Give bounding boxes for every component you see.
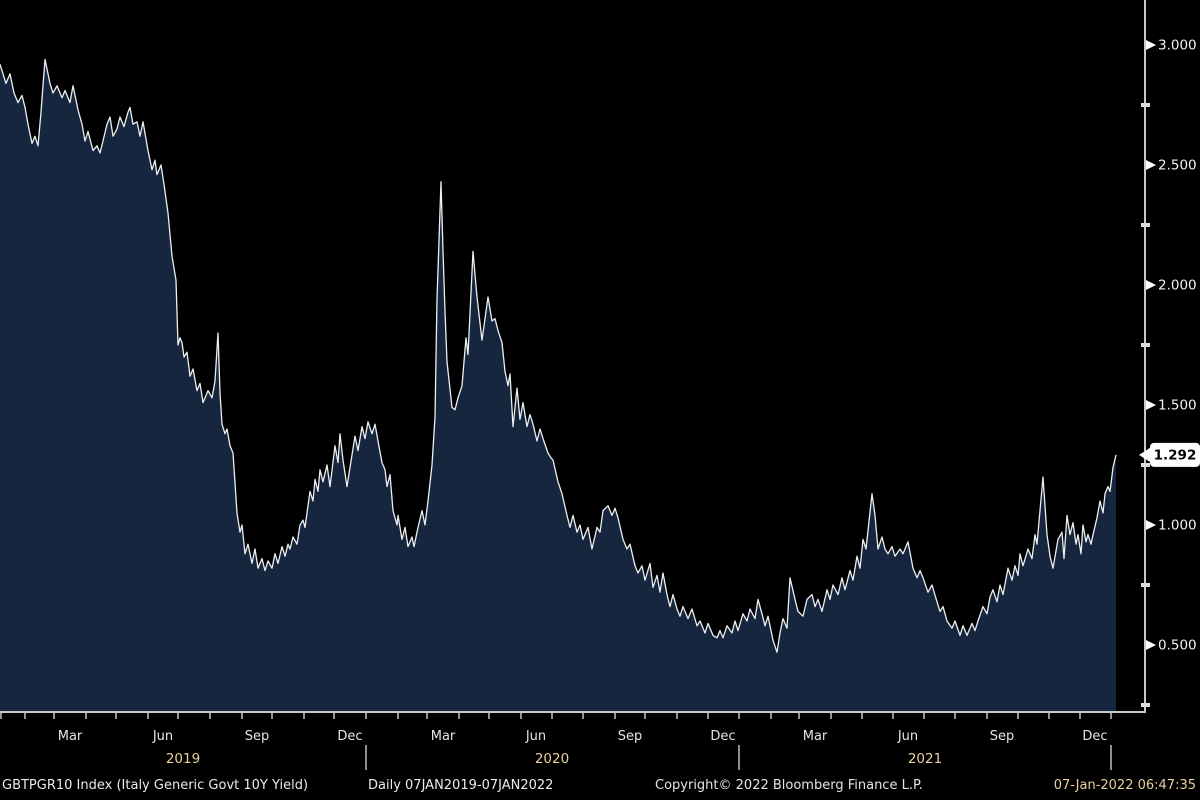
- y-tick-arrow-icon: [1146, 40, 1156, 50]
- y-tick-label: 1.000: [1158, 518, 1197, 534]
- y-tick-arrow-icon: [1146, 400, 1156, 410]
- x-year-label: 2020: [535, 751, 569, 767]
- y-tick-arrow-icon: [1146, 520, 1156, 530]
- status-bar: GBTPGR10 Index (Italy Generic Govt 10Y Y…: [0, 778, 1200, 798]
- y-tick-label: 1.500: [1158, 398, 1197, 414]
- last-price-badge-tip: [1139, 445, 1153, 464]
- y-minor-tick: [1141, 463, 1150, 467]
- x-month-label: Sep: [245, 729, 270, 744]
- y-minor-tick: [1141, 103, 1150, 107]
- x-month-label: Sep: [618, 729, 643, 744]
- periodicity-range-label: Daily 07JAN2019-07JAN2022: [368, 778, 554, 793]
- x-year-label: 2021: [908, 751, 942, 767]
- timestamp-label: 07-Jan-2022 06:47:35: [1053, 778, 1196, 793]
- copyright-label: Copyright© 2022 Bloomberg Finance L.P.: [655, 778, 923, 793]
- yield-line: [0, 58, 1117, 653]
- x-month-label: Dec: [1082, 729, 1107, 744]
- y-minor-tick: [1141, 583, 1150, 587]
- x-month-label: Dec: [710, 729, 735, 744]
- y-tick-arrow-icon: [1146, 280, 1156, 290]
- y-minor-tick: [1141, 703, 1150, 707]
- x-month-label: Jun: [152, 729, 173, 744]
- x-month-label: Sep: [990, 729, 1015, 744]
- last-price-badge: 1.292: [1139, 442, 1200, 467]
- yield-area-fill: [0, 59, 1116, 712]
- last-price-value: 1.292: [1154, 448, 1197, 464]
- x-year-label: 2019: [166, 751, 200, 767]
- y-minor-tick: [1141, 343, 1150, 347]
- y-tick-label: 2.000: [1158, 278, 1197, 294]
- x-month-label: Mar: [803, 729, 828, 744]
- y-tick-arrow-icon: [1146, 160, 1156, 170]
- x-month-label: Jun: [525, 729, 546, 744]
- security-description: GBTPGR10 Index (Italy Generic Govt 10Y Y…: [2, 778, 309, 793]
- y-tick-arrow-icon: [1146, 640, 1156, 650]
- x-month-label: Mar: [58, 729, 83, 744]
- y-tick-label: 0.500: [1158, 638, 1197, 654]
- x-month-label: Dec: [337, 729, 362, 744]
- y-minor-tick: [1141, 223, 1150, 227]
- last-price-badge-box: [1150, 442, 1200, 467]
- x-month-label: Jun: [897, 729, 918, 744]
- y-tick-label: 2.500: [1158, 158, 1197, 174]
- y-tick-label: 3.000: [1158, 38, 1197, 54]
- x-month-label: Mar: [431, 729, 456, 744]
